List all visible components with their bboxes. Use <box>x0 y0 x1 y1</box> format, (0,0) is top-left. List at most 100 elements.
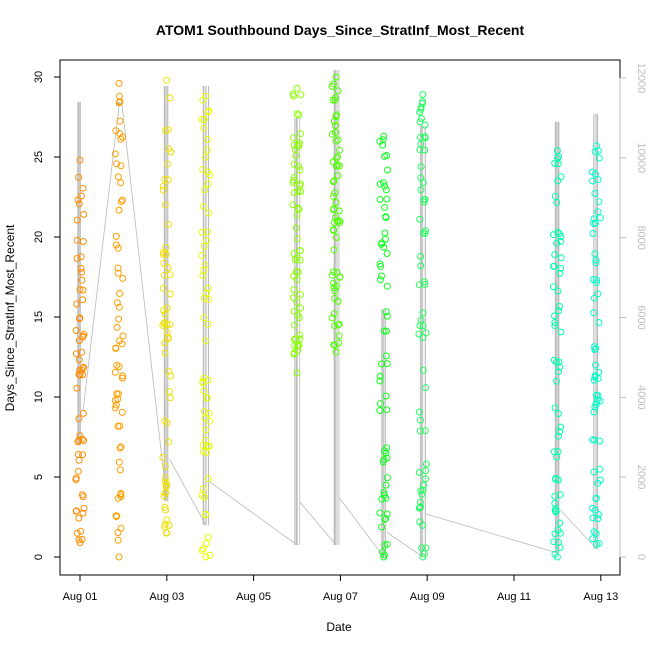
data-point <box>290 286 298 294</box>
data-point <box>75 173 83 181</box>
data-point <box>381 491 388 499</box>
data-point <box>331 96 339 104</box>
data-point <box>419 322 427 330</box>
data-point <box>382 481 390 489</box>
data-point <box>80 330 88 338</box>
data-point <box>595 198 603 206</box>
data-point <box>289 178 297 186</box>
data-point <box>166 271 174 279</box>
data-point <box>165 367 173 375</box>
data-point <box>163 529 171 537</box>
data-point <box>161 520 169 528</box>
data-point <box>290 307 298 315</box>
data-point <box>331 122 339 130</box>
data-point <box>550 262 558 270</box>
data-point <box>591 436 599 444</box>
trace-line <box>386 531 424 558</box>
data-point <box>557 423 565 431</box>
data-point <box>551 159 559 167</box>
data-point <box>381 203 389 211</box>
data-point <box>331 294 339 302</box>
data-point <box>332 348 340 356</box>
data-point <box>553 377 560 385</box>
data-point <box>419 91 427 99</box>
secondary-tick-label: 0 <box>635 554 647 560</box>
data-point <box>79 286 87 294</box>
data-point <box>334 136 342 144</box>
data-point <box>589 514 597 522</box>
data-point <box>75 371 83 378</box>
data-point <box>116 466 124 474</box>
data-point <box>330 206 338 214</box>
data-point <box>119 332 127 340</box>
data-point <box>380 179 387 187</box>
trace-line <box>82 105 120 411</box>
data-point <box>421 280 429 288</box>
data-point <box>556 428 563 435</box>
trace-line <box>299 502 337 546</box>
trace-line <box>338 497 385 558</box>
data-point <box>594 515 602 523</box>
data-point <box>383 540 391 548</box>
data-point <box>292 224 300 232</box>
data-point <box>557 237 565 245</box>
data-point <box>76 156 84 164</box>
chart-title: ATOM1 Southbound Days_Since_StratInf_Mos… <box>156 22 525 38</box>
data-point <box>77 264 85 272</box>
data-point <box>376 180 384 188</box>
data-point <box>202 540 210 547</box>
data-point <box>419 366 427 374</box>
secondary-tick-label: 8000 <box>635 225 647 249</box>
data-point <box>294 204 302 212</box>
data-point <box>114 536 122 544</box>
data-point <box>592 142 600 150</box>
y-tick-label: 30 <box>33 71 45 83</box>
data-point <box>117 443 125 451</box>
data-point <box>203 228 211 236</box>
data-point <box>594 290 602 298</box>
data-point <box>160 492 168 500</box>
data-point <box>203 136 211 143</box>
data-point <box>165 145 173 153</box>
data-point <box>294 311 302 319</box>
data-point <box>421 133 429 141</box>
data-point <box>376 276 384 284</box>
data-point <box>418 115 425 122</box>
data-point <box>290 160 298 168</box>
data-point <box>292 268 300 275</box>
data-point <box>593 391 600 399</box>
data-point <box>205 409 213 417</box>
data-point <box>295 162 303 170</box>
secondary-y-axis: 0 2000 4000 6000 8000 10000 12000 <box>619 63 647 560</box>
data-point <box>293 369 301 377</box>
data-point <box>166 321 174 328</box>
data-point <box>289 201 297 209</box>
data-point <box>416 215 424 223</box>
data-point <box>294 342 302 350</box>
x-tick-label: Aug 05 <box>236 591 271 603</box>
data-point <box>421 278 428 286</box>
data-point <box>553 453 561 461</box>
data-point <box>329 280 337 287</box>
data-point <box>79 296 87 304</box>
data-point <box>198 547 206 554</box>
data-point <box>293 276 301 284</box>
data-point <box>78 435 86 443</box>
data-point <box>291 321 298 329</box>
data-point <box>330 284 338 292</box>
data-point <box>596 214 604 222</box>
data-point <box>165 438 173 446</box>
data-point <box>205 209 213 217</box>
data-point <box>116 290 124 297</box>
data-point <box>160 182 167 190</box>
data-point <box>113 299 121 307</box>
data-point <box>297 188 305 195</box>
data-point <box>557 328 565 336</box>
data-point <box>198 251 206 259</box>
data-point <box>382 392 390 400</box>
data-point <box>199 441 207 449</box>
data-point <box>201 261 209 269</box>
data-point <box>201 493 208 501</box>
data-point <box>594 375 602 382</box>
